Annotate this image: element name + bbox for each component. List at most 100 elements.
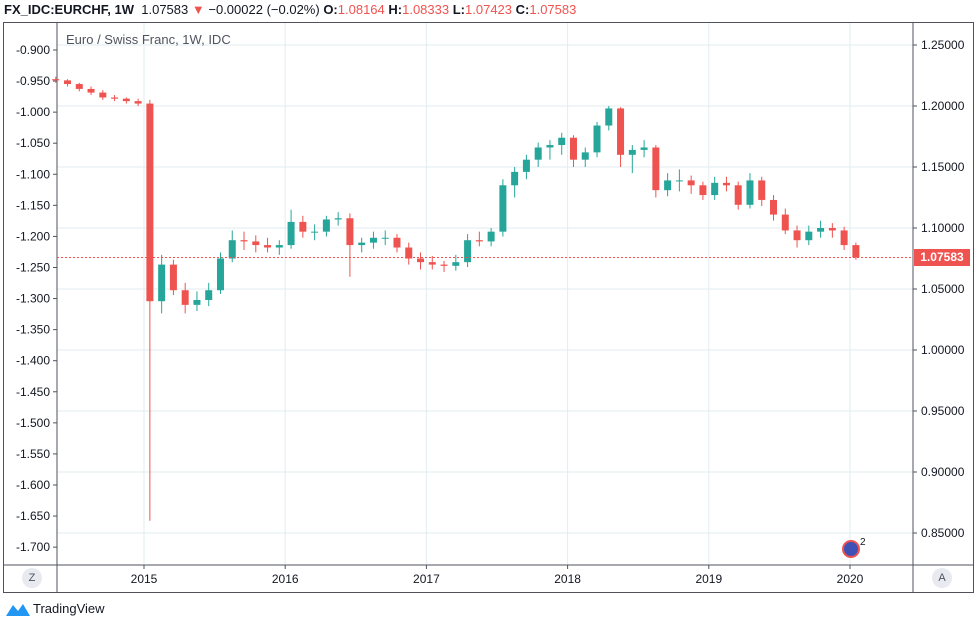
x-tick-label: 2015 bbox=[131, 572, 158, 586]
candle-body bbox=[511, 171, 519, 186]
candle-body bbox=[205, 290, 213, 300]
candle-body bbox=[558, 137, 566, 146]
candle-body bbox=[617, 108, 625, 155]
y-left-tick-label: -1.300 bbox=[16, 292, 50, 306]
low-label: L: bbox=[452, 2, 466, 17]
candle-body bbox=[228, 240, 236, 259]
candle-body bbox=[311, 231, 319, 233]
candle-body bbox=[770, 199, 778, 215]
y-left-tick-label: -1.450 bbox=[16, 385, 50, 399]
candle-body bbox=[52, 79, 60, 81]
y-right-tick-label: 0.95000 bbox=[921, 404, 965, 418]
candle-body bbox=[852, 245, 860, 258]
y-right-tick-label: 1.25000 bbox=[921, 38, 965, 52]
y-left-tick-label: -1.500 bbox=[16, 416, 50, 430]
candle-body bbox=[252, 241, 260, 246]
candle-body bbox=[722, 182, 730, 186]
candle-body bbox=[605, 108, 613, 126]
tradingview-logo[interactable]: TradingView bbox=[6, 601, 105, 616]
y-left-tick-label: -1.650 bbox=[16, 509, 50, 523]
last-price: 1.07583 bbox=[141, 2, 189, 17]
economic-event-icon[interactable] bbox=[842, 540, 860, 558]
candle-body bbox=[275, 245, 283, 248]
x-tick-label: 2016 bbox=[272, 572, 299, 586]
y-left-tick-label: -1.250 bbox=[16, 260, 50, 274]
candle-body bbox=[781, 214, 789, 231]
y-left-tick-label: -1.050 bbox=[16, 136, 50, 150]
candle-body bbox=[734, 185, 742, 205]
candle-body bbox=[581, 152, 589, 160]
y-left-tick-label: -1.000 bbox=[16, 105, 50, 119]
candle-body bbox=[393, 237, 401, 248]
candle-body bbox=[122, 98, 130, 102]
candle-body bbox=[499, 185, 507, 232]
candle-body bbox=[264, 245, 272, 248]
candle-body bbox=[452, 262, 460, 266]
auto-scale-button[interactable]: A bbox=[932, 568, 952, 588]
candle-body bbox=[664, 180, 672, 191]
candle-body bbox=[687, 180, 695, 186]
y-left-tick-label: -1.600 bbox=[16, 478, 50, 492]
y-left-tick-label: -1.700 bbox=[16, 540, 50, 554]
candle-body bbox=[569, 137, 577, 160]
auto-scale-left-button[interactable]: Z bbox=[22, 568, 42, 588]
candle-body bbox=[334, 218, 342, 220]
candle-body bbox=[287, 221, 295, 246]
candle-body bbox=[346, 218, 354, 246]
x-tick-label: 2019 bbox=[695, 572, 722, 586]
candle-body bbox=[464, 240, 472, 263]
high-value: 1.08333 bbox=[402, 2, 450, 17]
high-label: H: bbox=[388, 2, 403, 17]
y-left-tick-label: -1.550 bbox=[16, 447, 50, 461]
candle-body bbox=[793, 230, 801, 241]
candle-body bbox=[487, 231, 495, 242]
y-left-tick-label: -1.100 bbox=[16, 167, 50, 181]
candle-body bbox=[158, 264, 166, 302]
candle-body bbox=[828, 228, 836, 231]
candle-body bbox=[840, 230, 848, 246]
y-right-tick-label: 1.20000 bbox=[921, 99, 965, 113]
candle-body bbox=[111, 97, 119, 99]
symbol-name: FX_IDC:EURCHF, 1W bbox=[4, 2, 135, 17]
candle-body bbox=[322, 219, 330, 232]
candle-body bbox=[358, 242, 366, 246]
candle-body bbox=[428, 262, 436, 265]
triangle-down-icon: ▼ bbox=[191, 2, 205, 17]
candle-body bbox=[593, 125, 601, 153]
candle-body bbox=[522, 159, 530, 172]
candle-body bbox=[534, 147, 542, 160]
candle-body bbox=[240, 240, 248, 242]
candle-body bbox=[758, 180, 766, 200]
candle-body bbox=[746, 180, 754, 205]
y-left-tick-label: -1.350 bbox=[16, 323, 50, 337]
symbol-header: FX_IDC:EURCHF, 1W 1.07583 ▼ −0.00022 (−0… bbox=[4, 2, 576, 17]
price-change: −0.00022 (−0.02%) bbox=[208, 2, 320, 17]
candle-body bbox=[675, 180, 683, 182]
y-right-tick-label: 0.85000 bbox=[921, 526, 965, 540]
candle-body bbox=[193, 299, 201, 305]
x-tick-label: 2017 bbox=[413, 572, 440, 586]
candle-body bbox=[475, 240, 483, 242]
candle-body bbox=[64, 80, 72, 85]
y-left-tick-label: -1.400 bbox=[16, 354, 50, 368]
low-value: 1.07423 bbox=[465, 2, 513, 17]
candle-body bbox=[381, 237, 389, 239]
close-value: 1.07583 bbox=[529, 2, 577, 17]
y-left-tick-label: -1.150 bbox=[16, 198, 50, 212]
chart-frame bbox=[3, 22, 974, 593]
candle-body bbox=[299, 221, 307, 232]
candle-body bbox=[699, 185, 707, 196]
y-right-tick-label: 1.15000 bbox=[921, 160, 965, 174]
y-right-tick-label: 1.05000 bbox=[921, 282, 965, 296]
candle-body bbox=[817, 228, 825, 232]
candle-body bbox=[181, 290, 189, 305]
candle-body bbox=[169, 264, 177, 291]
x-tick-label: 2018 bbox=[554, 572, 581, 586]
close-label: C: bbox=[515, 2, 530, 17]
last-price-tag: 1.07583 bbox=[914, 249, 970, 266]
x-tick-label: 2020 bbox=[837, 572, 864, 586]
candle-body bbox=[99, 92, 107, 98]
chart-legend: Euro / Swiss Franc, 1W, IDC bbox=[66, 32, 231, 47]
candle-body bbox=[417, 258, 425, 263]
